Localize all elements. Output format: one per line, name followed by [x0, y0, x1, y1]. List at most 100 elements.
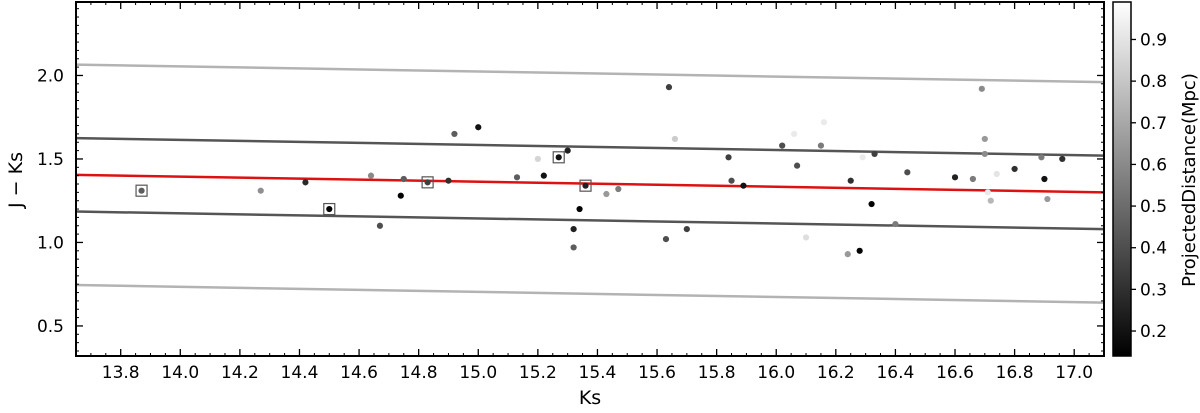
- data-point: [859, 154, 866, 161]
- data-point: [445, 177, 452, 184]
- y-axis-ticks: 0.5 1.0 1.5 2.0: [37, 8, 1104, 352]
- data-point: [981, 150, 988, 158]
- colorbar-ticks: 0.2 0.3 0.4 0.5 0.6 0.7 0.8 0.9: [1131, 30, 1167, 342]
- data-point: [817, 142, 825, 149]
- x-tick-label: 13.8: [102, 363, 140, 383]
- data-point: [1038, 154, 1045, 161]
- data-point: [871, 150, 878, 158]
- x-tick-label: 14.8: [400, 363, 438, 383]
- colorbar-tick-label: 0.8: [1140, 72, 1167, 92]
- colorbar-tick-label: 0.5: [1140, 197, 1167, 217]
- data-point: [326, 205, 333, 213]
- line-inner-band-upper: [76, 136, 1104, 157]
- x-tick-label: 16.4: [876, 363, 914, 383]
- line-outer-band-lower: [76, 283, 1104, 304]
- point-marker-box: [135, 184, 148, 197]
- data-point: [564, 147, 571, 154]
- data-point: [662, 236, 670, 243]
- data-point: [513, 174, 521, 181]
- data-point: [665, 84, 673, 91]
- data-point: [451, 130, 458, 138]
- data-point: [570, 225, 577, 233]
- data-point: [367, 172, 375, 179]
- data-point: [671, 135, 679, 143]
- x-axis-ticks: 13.8 14.0 14.2 14.4 14.6 14.8 15.0 15.2 15.4 15.6…: [90, 2, 1105, 383]
- colorbar-gradient: [1112, 1, 1132, 357]
- data-point: [475, 124, 482, 131]
- data-point: [540, 172, 547, 179]
- data-point: [987, 197, 994, 204]
- x-tick-label: 17.0: [1055, 363, 1093, 383]
- x-tick-label: 16.2: [817, 363, 855, 383]
- y-tick-label: 0.5: [37, 317, 64, 337]
- y-tick-label: 1.0: [37, 233, 64, 253]
- y-tick-label: 2.0: [37, 66, 64, 86]
- point-marker-box: [421, 176, 434, 189]
- data-point: [779, 142, 786, 149]
- data-point: [1059, 155, 1066, 163]
- colorbar-title: ProjectedDistance(Mpc): [1179, 73, 1200, 287]
- y-axis-title: J − Ks: [5, 152, 27, 209]
- data-point: [847, 177, 854, 184]
- x-tick-label: 14.4: [281, 363, 319, 383]
- data-point: [725, 154, 732, 161]
- colorbar: 0.2 0.3 0.4 0.5 0.6 0.7 0.8 0.9 ProjectedDistan…: [1112, 1, 1200, 357]
- x-tick-label: 14.2: [221, 363, 259, 383]
- point-marker-box: [552, 151, 565, 164]
- x-tick-label: 14.6: [340, 363, 378, 383]
- data-point: [400, 175, 407, 183]
- data-point: [969, 175, 976, 183]
- data-point: [555, 154, 562, 161]
- x-tick-label: 16.0: [757, 363, 795, 383]
- x-tick-label: 15.2: [519, 363, 557, 383]
- data-point: [683, 225, 690, 233]
- data-point: [820, 119, 828, 126]
- data-point: [951, 174, 959, 181]
- x-tick-label: 15.8: [698, 363, 736, 383]
- data-point: [603, 190, 610, 198]
- data-points: [135, 84, 1066, 258]
- data-point: [868, 200, 875, 208]
- data-point: [582, 182, 589, 189]
- data-point: [257, 187, 264, 194]
- point-marker-box: [323, 202, 336, 216]
- data-point: [1044, 195, 1051, 203]
- data-point: [856, 247, 863, 254]
- colorbar-tick-label: 0.9: [1140, 30, 1167, 50]
- reference-lines: [76, 63, 1104, 304]
- data-point: [984, 189, 991, 196]
- data-point: [904, 169, 911, 176]
- x-axis-title: Ks: [579, 387, 601, 409]
- data-point: [993, 170, 1000, 178]
- data-point: [1011, 165, 1018, 173]
- data-point: [397, 192, 404, 199]
- colorbar-tick-label: 0.3: [1140, 280, 1167, 300]
- data-point: [728, 177, 735, 184]
- x-tick-label: 16.8: [996, 363, 1034, 383]
- x-tick-label: 16.6: [936, 363, 974, 383]
- data-point: [981, 135, 988, 143]
- data-point: [570, 244, 577, 251]
- colorbar-tick-label: 0.2: [1140, 322, 1167, 342]
- data-point: [793, 162, 801, 169]
- point-marker-box: [579, 179, 592, 192]
- y-tick-label: 1.5: [37, 150, 64, 170]
- data-point: [844, 251, 851, 258]
- line-outer-band-upper: [76, 63, 1104, 84]
- data-point: [802, 234, 810, 241]
- colorbar-tick-label: 0.4: [1140, 239, 1167, 259]
- data-point: [740, 182, 747, 189]
- colorbar-tick-label: 0.6: [1140, 155, 1167, 175]
- data-point: [892, 220, 899, 228]
- x-tick-label: 14.0: [161, 363, 199, 383]
- data-point: [791, 130, 798, 138]
- data-point: [302, 179, 309, 186]
- line-fit: [76, 173, 1104, 194]
- data-point: [424, 179, 431, 186]
- x-tick-label: 15.6: [638, 363, 676, 383]
- data-point: [138, 187, 145, 194]
- data-point: [376, 222, 384, 229]
- colorbar-tick-label: 0.7: [1140, 114, 1167, 134]
- x-tick-label: 15.4: [579, 363, 617, 383]
